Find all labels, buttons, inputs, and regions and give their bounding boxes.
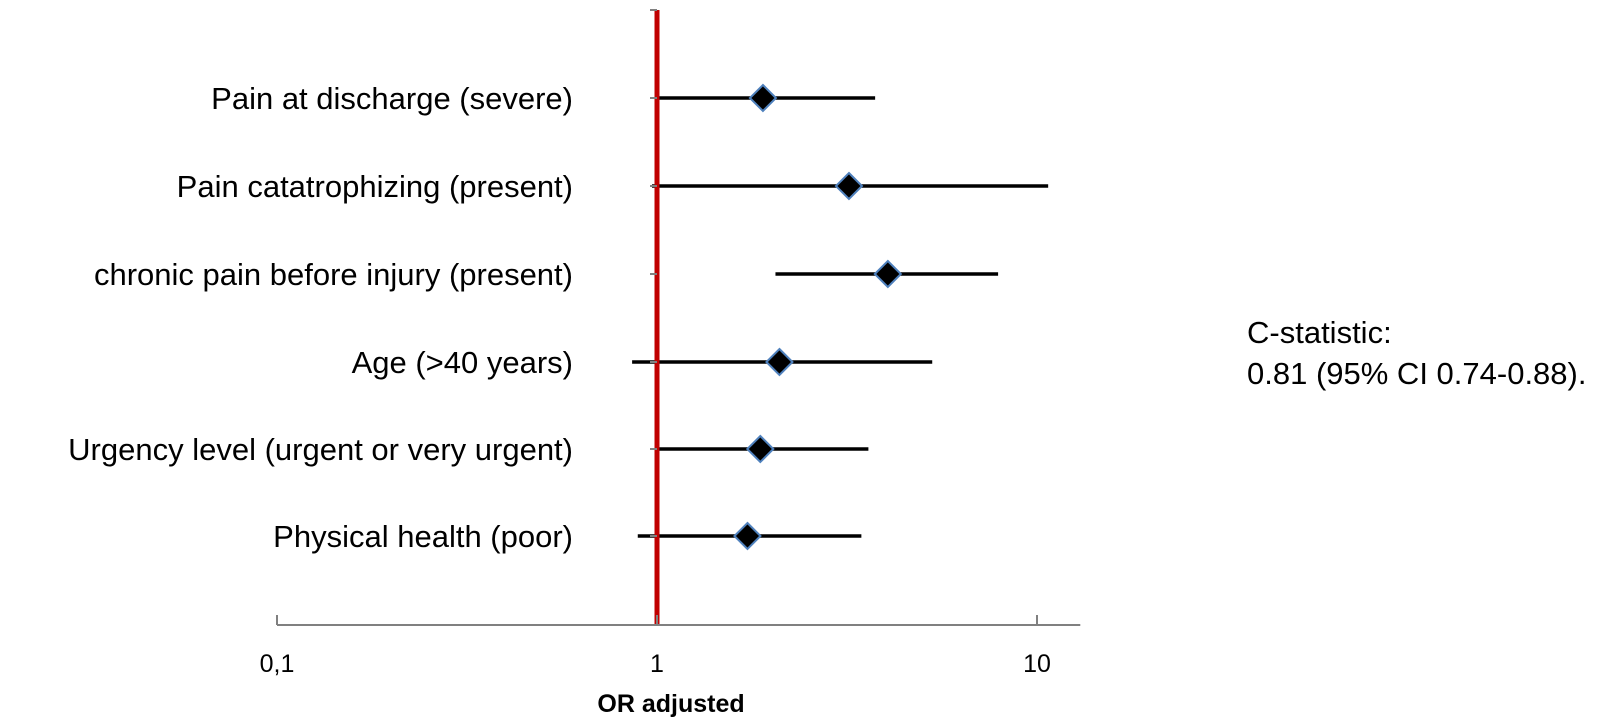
category-label: Pain at discharge (severe) (211, 81, 573, 116)
category-label: Age (>40 years) (352, 345, 573, 380)
c-statistic-label: C-statistic: (1247, 315, 1392, 350)
category-label: Physical health (poor) (273, 519, 573, 554)
point-estimate-marker (834, 171, 864, 201)
x-tick-label: 1 (650, 650, 664, 678)
x-tick-label: 0,1 (260, 650, 295, 678)
point-estimate-marker (765, 347, 794, 377)
x-axis-title: OR adjusted (597, 690, 744, 718)
category-labels: Pain at discharge (severe) Pain catatroph… (68, 81, 573, 554)
point-estimate-marker (733, 521, 762, 551)
category-label: chronic pain before injury (present) (94, 257, 573, 292)
x-axis: 0,1 1 10 (260, 9, 1081, 678)
point-estimate-marker (748, 83, 778, 113)
x-tick-label: 10 (1023, 650, 1051, 678)
c-statistic-value: 0.81 (95% CI 0.74-0.88). (1247, 356, 1587, 391)
c-statistic-annotation: C-statistic: 0.81 (95% CI 0.74-0.88). (1247, 312, 1586, 394)
point-estimate-marker (745, 434, 775, 464)
ci-layer (632, 96, 1049, 538)
category-label: Urgency level (urgent or very urgent) (68, 432, 573, 467)
category-label: Pain catatrophizing (present) (177, 169, 573, 204)
point-estimate-marker (873, 259, 903, 289)
marker-layer (733, 83, 903, 551)
